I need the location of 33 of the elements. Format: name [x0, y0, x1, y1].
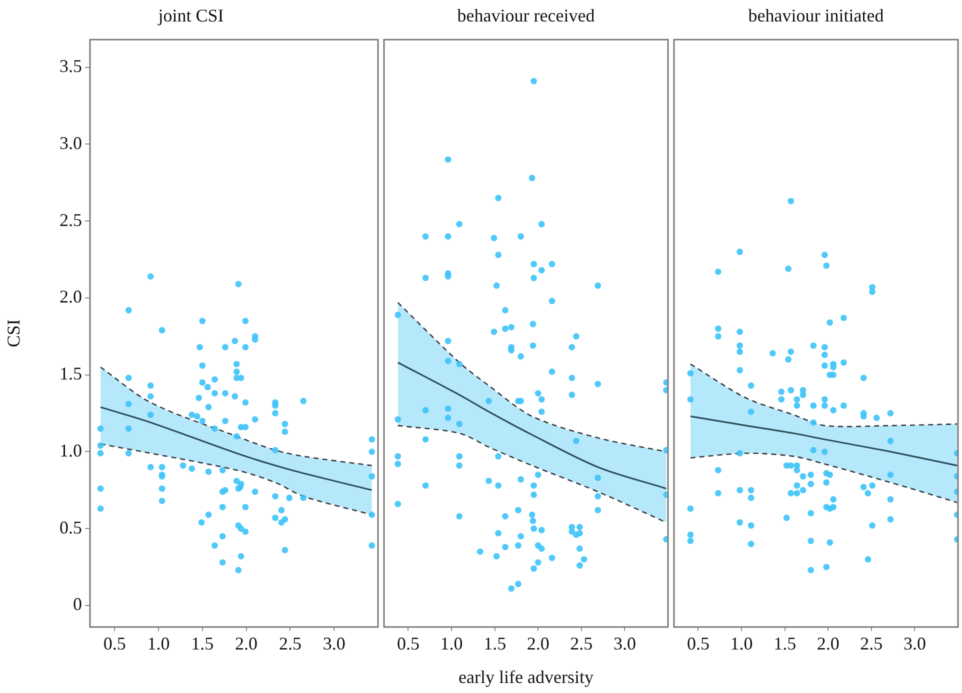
x-tick-label: 0.5: [686, 634, 710, 654]
y-tick-label: 2.5: [60, 210, 82, 230]
x-tick-label: 2.0: [816, 634, 840, 654]
y-tick-label: 3.5: [60, 56, 82, 76]
y-tick-label: 0.5: [60, 517, 82, 538]
y-tick-label: 0: [73, 594, 82, 614]
x-tick-label: 3.0: [322, 634, 346, 654]
x-tick-label: 0.5: [396, 634, 420, 654]
x-tick-label: 0.5: [103, 634, 126, 654]
y-tick-label: 3.0: [60, 132, 82, 153]
x-tick-label: 2.5: [570, 634, 593, 654]
x-tick-label: 1.5: [484, 634, 506, 654]
x-axis-title: early life adversity: [458, 666, 594, 687]
line-series: [100, 366, 373, 466]
x-tick-label: 1.5: [191, 634, 214, 654]
x-tick-label: 1.5: [774, 634, 796, 654]
x-tick-label: 2.5: [860, 634, 883, 654]
chart-title: behaviour received: [457, 6, 595, 26]
y-tick-label: 1.5: [60, 364, 82, 384]
chart-title: behaviour initiated: [748, 6, 884, 26]
y-tick-label: 2.0: [60, 286, 82, 307]
chart-title: joint CSI: [157, 6, 224, 26]
x-tick-label: 1.0: [730, 634, 753, 654]
x-tick-label: 2.0: [235, 634, 258, 654]
line-series: [100, 406, 373, 491]
x-tick-label: 2.0: [526, 634, 550, 654]
x-tick-label: 3.0: [613, 634, 636, 654]
y-tick-label: 1.0: [60, 440, 82, 460]
x-tick-label: 1.0: [440, 634, 463, 654]
x-tick-label: 3.0: [903, 634, 926, 654]
x-tick-label: 2.5: [278, 634, 302, 654]
x-tick-label: 1.0: [147, 634, 170, 654]
y-axis-title: CSI: [4, 319, 24, 348]
